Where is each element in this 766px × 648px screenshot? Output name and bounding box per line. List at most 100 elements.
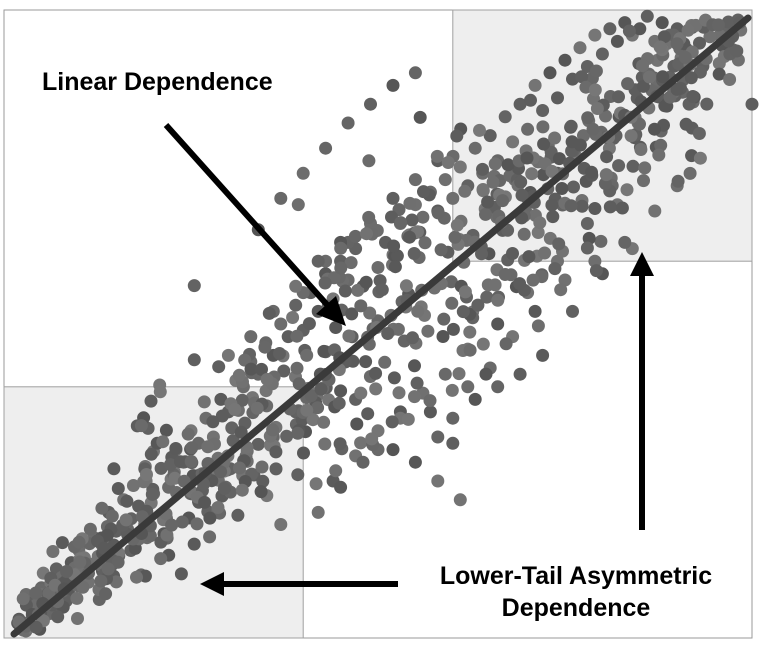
data-point xyxy=(408,173,422,187)
data-point xyxy=(184,454,198,468)
data-point xyxy=(286,311,300,324)
data-point xyxy=(498,268,512,281)
linear-dependence-label: Linear Dependence xyxy=(42,68,273,96)
data-point xyxy=(390,249,404,263)
data-point xyxy=(585,165,598,179)
data-point xyxy=(273,347,286,360)
data-point xyxy=(452,367,466,381)
data-point xyxy=(423,394,437,408)
data-point xyxy=(120,494,134,508)
data-point xyxy=(134,419,148,433)
data-point xyxy=(498,110,512,124)
data-point xyxy=(600,150,614,164)
data-point xyxy=(479,367,493,381)
data-point xyxy=(198,495,212,509)
data-point xyxy=(16,592,30,606)
data-point xyxy=(344,256,358,270)
data-point xyxy=(274,317,288,331)
data-point xyxy=(545,198,559,212)
data-point xyxy=(258,340,272,354)
data-point xyxy=(612,90,625,104)
data-point xyxy=(671,174,685,188)
data-point xyxy=(348,229,362,243)
data-point xyxy=(476,337,490,351)
data-point xyxy=(304,389,318,403)
data-point xyxy=(581,111,595,125)
data-point xyxy=(105,509,119,523)
data-point xyxy=(421,324,435,338)
data-point xyxy=(564,119,578,133)
data-point xyxy=(211,501,225,514)
data-point xyxy=(640,9,654,23)
data-point xyxy=(692,127,706,140)
data-point xyxy=(217,482,231,495)
data-point xyxy=(338,284,352,298)
data-point xyxy=(730,44,744,58)
data-point xyxy=(277,364,291,378)
data-point xyxy=(686,90,700,103)
data-point xyxy=(329,321,343,334)
data-point xyxy=(670,82,684,96)
data-point xyxy=(654,138,668,152)
data-point xyxy=(29,620,43,634)
data-point xyxy=(603,22,617,36)
data-point xyxy=(394,216,408,230)
data-point xyxy=(513,277,527,291)
data-point xyxy=(302,317,316,331)
data-point xyxy=(290,361,304,375)
data-point xyxy=(300,403,314,417)
data-point xyxy=(140,468,153,481)
data-point xyxy=(558,53,572,67)
data-point xyxy=(73,555,87,569)
linear-fit-line xyxy=(10,14,752,638)
data-point xyxy=(657,30,671,44)
data-point xyxy=(468,392,482,406)
data-point xyxy=(589,64,603,78)
data-point xyxy=(588,28,602,42)
data-point xyxy=(413,110,427,124)
data-point xyxy=(244,362,258,376)
data-point xyxy=(290,329,304,343)
data-point xyxy=(431,430,445,444)
data-point xyxy=(476,183,490,196)
data-point xyxy=(636,59,649,73)
data-point xyxy=(235,393,249,407)
data-point xyxy=(410,376,424,390)
data-point xyxy=(450,218,464,232)
data-point xyxy=(291,468,305,482)
data-point xyxy=(95,501,109,515)
data-point xyxy=(354,299,368,313)
data-point xyxy=(620,183,634,197)
data-point xyxy=(260,372,274,386)
data-point xyxy=(190,517,204,531)
data-point xyxy=(262,306,276,320)
data-point xyxy=(201,440,215,454)
data-point xyxy=(471,298,485,312)
data-point xyxy=(354,436,368,450)
data-point xyxy=(269,462,283,476)
data-point xyxy=(250,401,264,415)
data-point xyxy=(537,137,551,151)
data-point xyxy=(555,182,569,195)
data-point xyxy=(588,202,602,215)
data-point xyxy=(174,567,188,581)
data-point xyxy=(359,275,373,289)
data-point xyxy=(446,322,460,336)
data-point xyxy=(72,535,86,549)
data-point xyxy=(473,123,486,137)
data-point xyxy=(546,210,560,224)
data-point xyxy=(70,591,84,605)
data-point xyxy=(345,307,359,321)
data-point xyxy=(399,279,413,293)
data-point xyxy=(329,464,343,478)
data-point xyxy=(60,565,74,578)
data-point xyxy=(203,530,217,544)
data-point xyxy=(206,415,220,429)
data-point xyxy=(423,405,437,419)
data-point xyxy=(403,196,417,210)
data-point xyxy=(543,66,557,80)
data-point xyxy=(643,70,656,84)
data-point xyxy=(475,247,488,261)
data-point xyxy=(521,122,535,136)
data-point xyxy=(107,462,121,476)
